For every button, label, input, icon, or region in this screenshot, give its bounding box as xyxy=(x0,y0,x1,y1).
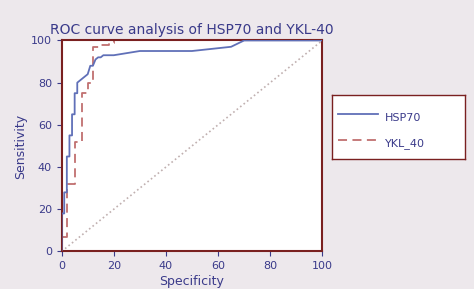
Text: YKL_40: YKL_40 xyxy=(385,138,425,149)
X-axis label: Specificity: Specificity xyxy=(160,275,224,288)
Title: ROC curve analysis of HSP70 and YKL-40: ROC curve analysis of HSP70 and YKL-40 xyxy=(50,23,334,36)
Y-axis label: Sensitivity: Sensitivity xyxy=(14,113,27,179)
Text: HSP70: HSP70 xyxy=(385,113,421,123)
